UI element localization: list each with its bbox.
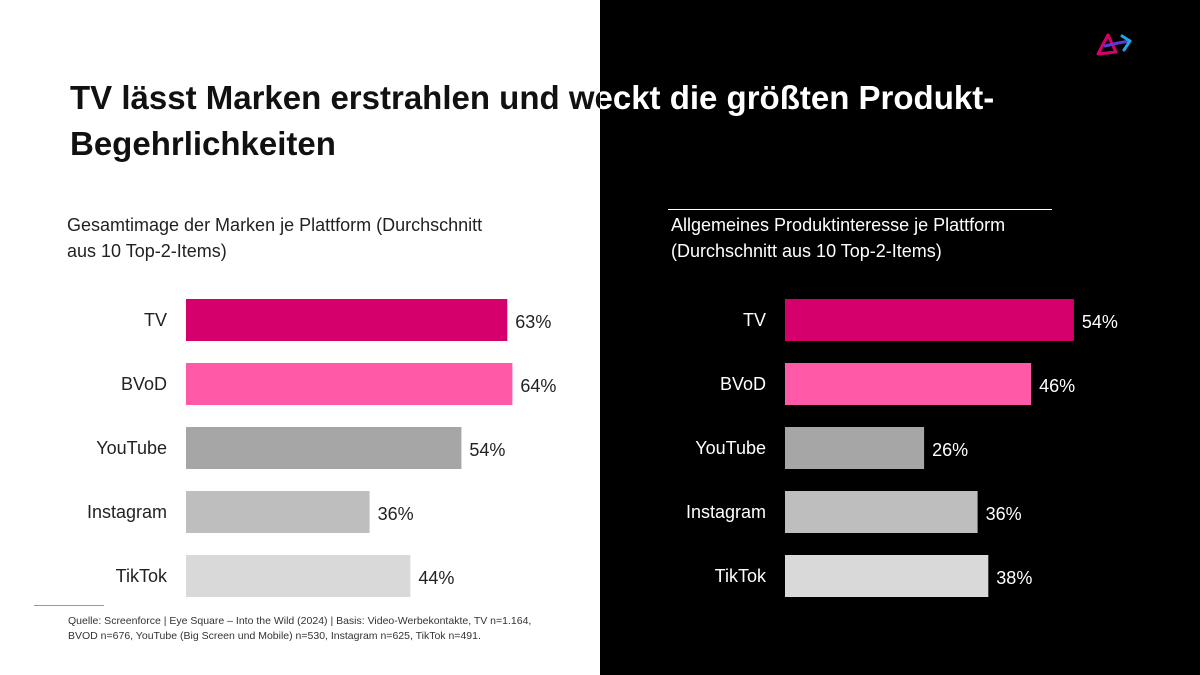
left-subtitle-line-2: aus 10 Top-2-Items): [67, 241, 227, 261]
page-title: TV lässt Marken erstrahlen und weckt die…: [70, 78, 1070, 168]
title-line-2: Begehrlichkeiten: [70, 125, 336, 162]
right-subtitle-rule: [668, 209, 1052, 210]
right-subtitle-line-1: Allgemeines Produktinteresse je Plattfor…: [671, 215, 1006, 235]
title-line-1: TV lässt Marken erstrahlen und weckt die…: [70, 79, 995, 116]
title-line-1-overlay: TV lässt Marken erstrahlen und weckt die…: [600, 79, 995, 116]
source-note: Quelle: Screenforce | Eye Square – Into …: [68, 614, 568, 644]
left-subtitle-line-1: Gesamtimage der Marken je Plattform (Dur…: [67, 215, 483, 235]
title-dark-overlay: TV lässt Marken erstrahlen und weckt die…: [600, 78, 1070, 168]
left-chart-subtitle: Gesamtimage der Marken je Plattform (Dur…: [67, 212, 482, 264]
right-chart-subtitle: Allgemeines Produktinteresse je Plattfor…: [671, 212, 1005, 264]
source-divider: [34, 605, 104, 606]
source-line-1: Quelle: Screenforce | Eye Square – Into …: [68, 615, 532, 627]
right-subtitle-line-2: (Durchschnitt aus 10 Top-2-Items): [671, 241, 942, 261]
source-line-2: BVOD n=676, YouTube (Big Screen und Mobi…: [68, 630, 481, 642]
triangle-arrow-logo-icon: [1096, 33, 1132, 56]
